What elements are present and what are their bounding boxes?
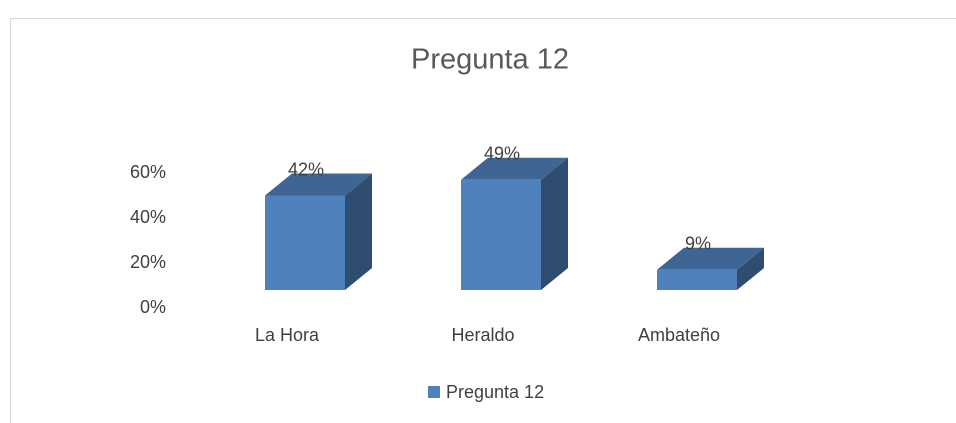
y-tick-label: 0% [140,297,166,317]
bar [461,157,568,290]
bar-top [265,173,372,196]
bar [657,247,764,290]
y-tick-label: 60% [130,162,166,182]
data-label: 42% [288,159,324,179]
data-label: 9% [685,234,711,254]
x-tick-label: La Hora [255,325,320,345]
legend-swatch [428,386,440,398]
x-tick-label: Ambateño [638,325,720,345]
bar-top [657,247,764,270]
bar-side [541,157,568,290]
legend-label: Pregunta 12 [446,382,544,402]
data-label: 49% [484,144,520,164]
y-tick-label: 40% [130,207,166,227]
x-tick-label: Heraldo [451,325,514,345]
bar-side [345,173,372,290]
bar-side [737,247,764,290]
bar-front [461,179,541,290]
bar-top [461,157,568,180]
chart-title: Pregunta 12 [411,44,569,76]
bar-front [265,195,345,290]
bar-front [657,269,737,290]
bar [265,173,372,290]
y-tick-label: 20% [130,252,166,272]
